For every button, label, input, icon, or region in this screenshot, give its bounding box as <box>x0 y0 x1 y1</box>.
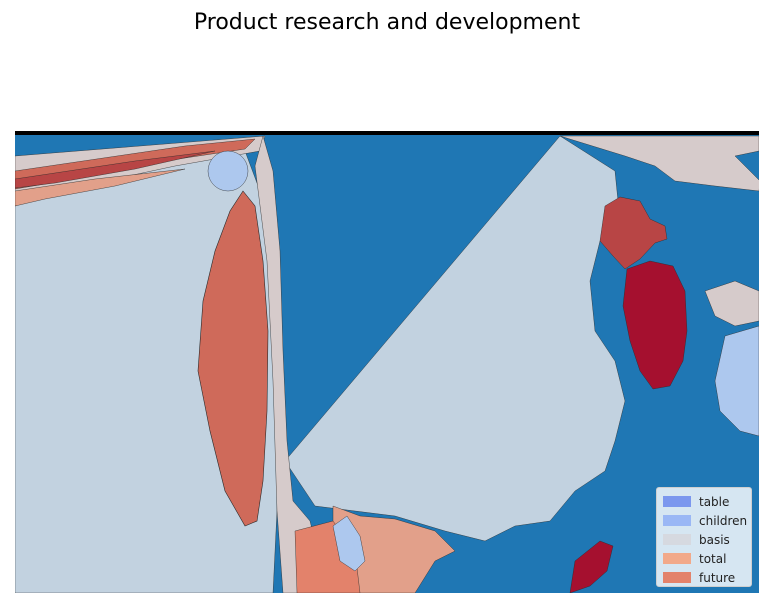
legend-item: future <box>663 568 745 587</box>
region-northeast-pale <box>559 135 759 192</box>
region-peninsula-mid <box>599 196 668 270</box>
legend-label: table <box>699 494 730 509</box>
legend-item: total <box>663 549 745 568</box>
legend-swatch <box>663 515 691 526</box>
legend-swatch <box>663 553 691 564</box>
region-east-children <box>714 325 759 437</box>
region-northwest-band-3 <box>15 150 216 189</box>
map-top-border <box>15 131 759 135</box>
region-south-total <box>332 505 456 593</box>
region-northeast-coast <box>704 280 759 327</box>
legend-label: basis <box>699 532 730 547</box>
region-peninsula-dark <box>622 260 688 390</box>
map-svg <box>15 131 759 593</box>
legend: table children basis total future <box>656 487 752 587</box>
legend-item: basis <box>663 530 745 549</box>
region-south-children <box>332 515 366 572</box>
legend-swatch <box>663 534 691 545</box>
legend-swatch <box>663 496 691 507</box>
legend-swatch <box>663 572 691 583</box>
legend-label: total <box>699 551 727 566</box>
map-area[interactable] <box>15 131 759 593</box>
chart-title: Product research and development <box>193 10 581 35</box>
legend-label: future <box>699 570 736 585</box>
region-northwest-band-4 <box>15 168 186 207</box>
legend-item: children <box>663 511 748 530</box>
legend-label: children <box>699 513 748 528</box>
legend-item: table <box>663 492 745 511</box>
region-west-future <box>197 190 269 527</box>
region-north-children <box>207 150 249 192</box>
region-southeast-dark <box>569 540 614 593</box>
